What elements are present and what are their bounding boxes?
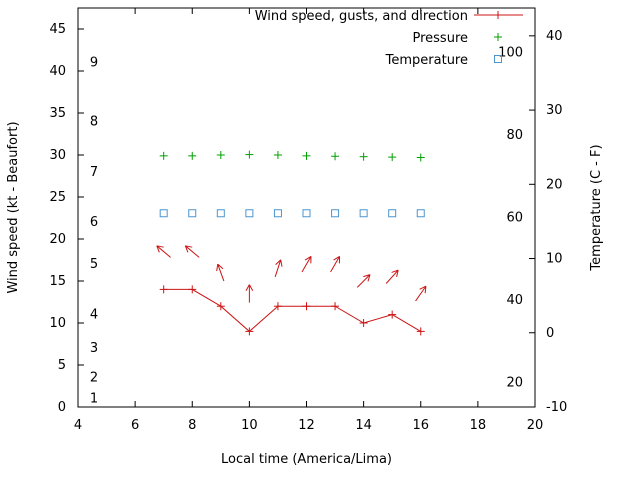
svg-text:8: 8 bbox=[90, 114, 98, 129]
temperature-series bbox=[159, 209, 425, 218]
svg-text:10: 10 bbox=[49, 316, 66, 331]
svg-text:Pressure: Pressure bbox=[412, 31, 468, 46]
svg-text:2: 2 bbox=[90, 371, 98, 386]
beaufort-scale: 1 2 3 4 5 6 7 8 9 bbox=[90, 56, 98, 407]
svg-text:100: 100 bbox=[498, 45, 523, 60]
svg-text:80: 80 bbox=[506, 128, 523, 143]
svg-text:5: 5 bbox=[90, 257, 98, 272]
svg-text:40: 40 bbox=[546, 29, 563, 44]
svg-text:20: 20 bbox=[49, 232, 66, 247]
svg-text:30: 30 bbox=[49, 148, 66, 163]
pressure-series bbox=[159, 150, 425, 162]
svg-text:5: 5 bbox=[58, 358, 66, 373]
svg-text:3: 3 bbox=[90, 341, 98, 356]
svg-text:Temperature: Temperature bbox=[385, 53, 468, 68]
svg-text:20: 20 bbox=[506, 375, 523, 390]
svg-text:40: 40 bbox=[49, 64, 66, 79]
fahrenheit-scale: 20 40 60 80 100 bbox=[498, 45, 523, 390]
svg-text:30: 30 bbox=[546, 103, 563, 118]
svg-text:40: 40 bbox=[506, 293, 523, 308]
svg-text:0: 0 bbox=[58, 400, 66, 415]
svg-text:4: 4 bbox=[74, 418, 82, 433]
svg-text:4: 4 bbox=[90, 308, 98, 323]
svg-text:20: 20 bbox=[546, 177, 563, 192]
wind-speed-series bbox=[159, 285, 425, 336]
y-axis-left: 0 5 10 15 20 25 30 35 40 45 bbox=[49, 22, 84, 415]
svg-text:45: 45 bbox=[49, 22, 66, 37]
legend: Wind speed, gusts, and direction Pressure… bbox=[255, 9, 523, 68]
y-axis-right: -10 0 10 20 30 40 bbox=[529, 29, 567, 415]
svg-text:14: 14 bbox=[355, 418, 372, 433]
svg-text:8: 8 bbox=[188, 418, 196, 433]
svg-text:35: 35 bbox=[49, 106, 66, 121]
wind-direction-arrows bbox=[156, 245, 427, 303]
svg-text:60: 60 bbox=[506, 210, 523, 225]
svg-text:9: 9 bbox=[90, 56, 98, 71]
svg-text:18: 18 bbox=[470, 418, 487, 433]
svg-text:6: 6 bbox=[90, 215, 98, 230]
svg-text:-10: -10 bbox=[546, 400, 567, 415]
svg-text:1: 1 bbox=[90, 392, 98, 407]
svg-text:10: 10 bbox=[546, 252, 563, 267]
svg-text:7: 7 bbox=[90, 165, 98, 180]
svg-text:10: 10 bbox=[241, 418, 258, 433]
svg-text:0: 0 bbox=[546, 326, 554, 341]
svg-text:12: 12 bbox=[298, 418, 315, 433]
svg-text:Wind speed, gusts, and directi: Wind speed, gusts, and direction bbox=[255, 9, 468, 24]
svg-text:16: 16 bbox=[412, 418, 429, 433]
svg-text:25: 25 bbox=[49, 190, 66, 205]
x-axis: 4 6 8 10 12 14 16 18 20 bbox=[74, 8, 543, 433]
svg-text:15: 15 bbox=[49, 274, 66, 289]
svg-text:6: 6 bbox=[131, 418, 139, 433]
svg-text:20: 20 bbox=[527, 418, 544, 433]
